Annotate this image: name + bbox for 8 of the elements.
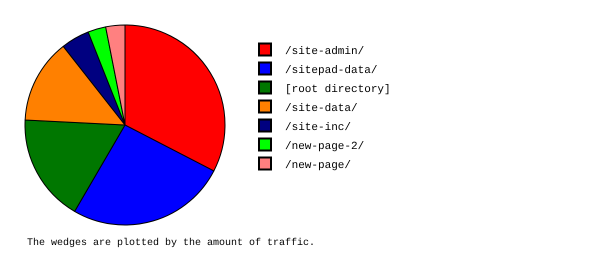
- legend-label: /site-inc/: [285, 122, 352, 134]
- text: The wedges are plotted by the amount of traffic.: [27, 237, 316, 249]
- legend-label: /site-admin/: [285, 46, 364, 58]
- legend-label: /site-data/: [285, 102, 358, 115]
- legend-label: /new-page/: [285, 160, 352, 172]
- legend-label: [root directory]: [285, 84, 391, 96]
- legend-label: /new-page-2/: [285, 140, 364, 153]
- legend-label: /sitepad-data/: [285, 64, 378, 77]
